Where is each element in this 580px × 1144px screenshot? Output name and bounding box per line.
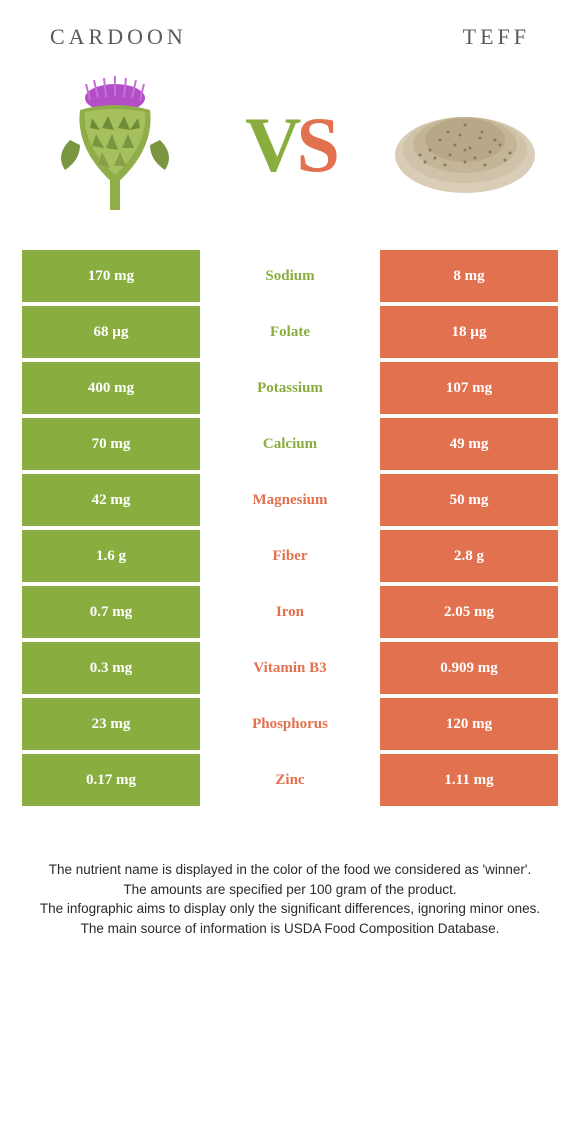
teff-icon	[390, 90, 540, 200]
table-row: 70 mgCalcium49 mg	[22, 418, 558, 470]
left-value-cell: 1.6 g	[22, 530, 200, 582]
vs-s: S	[296, 101, 334, 188]
nutrient-table: 170 mgSodium8 mg68 µgFolate18 µg400 mgPo…	[0, 250, 580, 806]
left-value-cell: 400 mg	[22, 362, 200, 414]
table-row: 0.17 mgZinc1.11 mg	[22, 754, 558, 806]
right-value-cell: 8 mg	[380, 250, 558, 302]
right-value-cell: 1.11 mg	[380, 754, 558, 806]
left-value-cell: 170 mg	[22, 250, 200, 302]
right-value-cell: 0.909 mg	[380, 642, 558, 694]
table-row: 68 µgFolate18 µg	[22, 306, 558, 358]
right-value-cell: 107 mg	[380, 362, 558, 414]
table-row: 42 mgMagnesium50 mg	[22, 474, 558, 526]
right-food-title: TEFF	[463, 24, 530, 50]
left-value-cell: 23 mg	[22, 698, 200, 750]
table-row: 0.7 mgIron2.05 mg	[22, 586, 558, 638]
right-value-cell: 2.05 mg	[380, 586, 558, 638]
cardoon-image	[40, 70, 190, 220]
left-value-cell: 0.17 mg	[22, 754, 200, 806]
table-row: 170 mgSodium8 mg	[22, 250, 558, 302]
footer-line-3: The infographic aims to display only the…	[30, 899, 550, 919]
right-value-cell: 18 µg	[380, 306, 558, 358]
left-value-cell: 70 mg	[22, 418, 200, 470]
nutrient-name-cell: Potassium	[200, 362, 380, 414]
right-value-cell: 49 mg	[380, 418, 558, 470]
table-row: 23 mgPhosphorus120 mg	[22, 698, 558, 750]
nutrient-name-cell: Iron	[200, 586, 380, 638]
nutrient-name-cell: Folate	[200, 306, 380, 358]
nutrient-name-cell: Sodium	[200, 250, 380, 302]
vs-label: VS	[245, 100, 335, 190]
nutrient-name-cell: Zinc	[200, 754, 380, 806]
left-value-cell: 0.7 mg	[22, 586, 200, 638]
left-value-cell: 42 mg	[22, 474, 200, 526]
header: CARDOON TEFF	[0, 0, 580, 60]
footer-line-4: The main source of information is USDA F…	[30, 919, 550, 939]
left-value-cell: 68 µg	[22, 306, 200, 358]
cardoon-icon	[50, 70, 180, 220]
hero-section: VS	[0, 60, 580, 250]
vs-v: V	[245, 101, 296, 188]
table-row: 0.3 mgVitamin B30.909 mg	[22, 642, 558, 694]
table-row: 1.6 gFiber2.8 g	[22, 530, 558, 582]
nutrient-name-cell: Vitamin B3	[200, 642, 380, 694]
left-food-title: CARDOON	[50, 24, 187, 50]
nutrient-name-cell: Fiber	[200, 530, 380, 582]
footer-line-1: The nutrient name is displayed in the co…	[30, 860, 550, 880]
footer-line-2: The amounts are specified per 100 gram o…	[30, 880, 550, 900]
right-value-cell: 50 mg	[380, 474, 558, 526]
footer-notes: The nutrient name is displayed in the co…	[0, 810, 580, 938]
nutrient-name-cell: Calcium	[200, 418, 380, 470]
nutrient-name-cell: Phosphorus	[200, 698, 380, 750]
teff-image	[390, 70, 540, 220]
right-value-cell: 120 mg	[380, 698, 558, 750]
nutrient-name-cell: Magnesium	[200, 474, 380, 526]
left-value-cell: 0.3 mg	[22, 642, 200, 694]
table-row: 400 mgPotassium107 mg	[22, 362, 558, 414]
right-value-cell: 2.8 g	[380, 530, 558, 582]
